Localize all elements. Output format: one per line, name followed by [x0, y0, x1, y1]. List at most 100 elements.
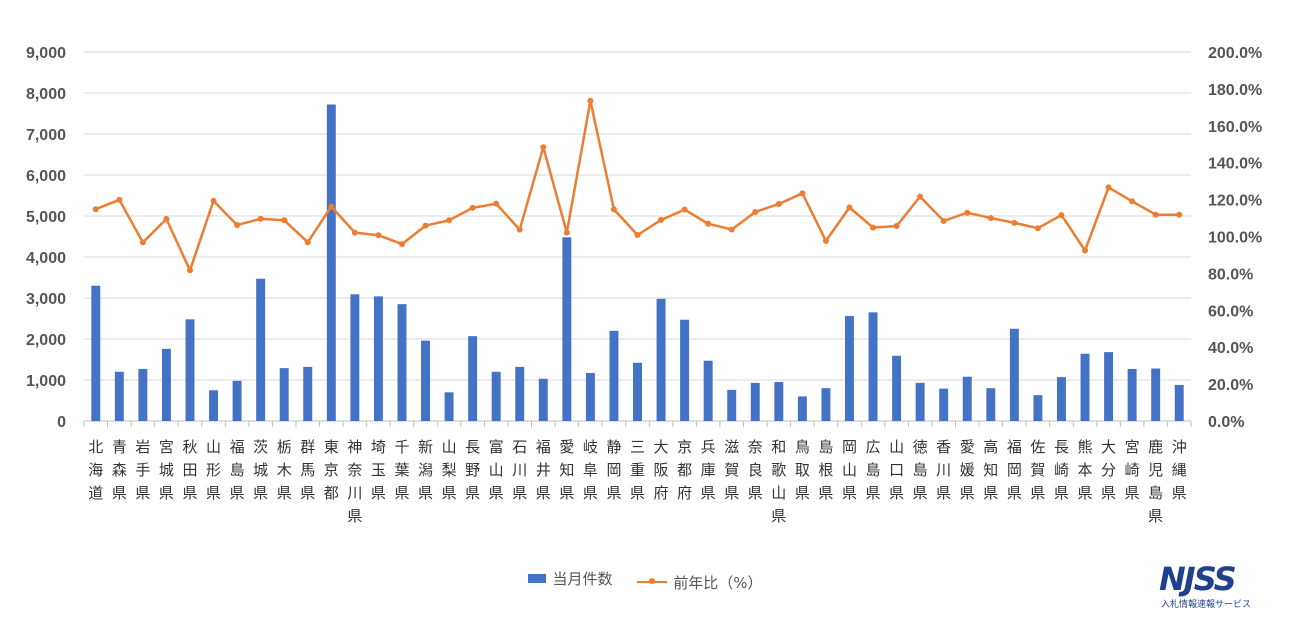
category-label: 佐賀県	[1030, 438, 1045, 502]
bar	[326, 104, 336, 421]
bar	[797, 396, 807, 421]
category-label: 大阪府	[654, 438, 669, 502]
category-label: 福島県	[230, 438, 245, 502]
left-axis: 0 1,000 2,000 3,000 4,000 5,000 6,000 7,000 8,00…	[26, 45, 66, 431]
line-point	[1152, 211, 1159, 218]
bar	[703, 360, 713, 421]
bar	[185, 319, 195, 421]
bar-series	[91, 104, 1184, 421]
bar	[468, 336, 478, 421]
category-axis: 北海道青森県岩手県宮城県秋田県山形県福島県茨城県栃木県群馬県東京都神奈川県埼玉県…	[83, 421, 1192, 525]
line-point	[281, 217, 288, 224]
category-label: 東京都	[324, 438, 339, 502]
line-point	[1034, 225, 1041, 232]
right-tick-label: 60.0%	[1208, 303, 1253, 320]
category-label: 宮崎県	[1125, 438, 1140, 502]
category-label: 長野県	[465, 438, 480, 502]
line-point	[116, 196, 123, 203]
bar	[562, 237, 572, 421]
category-label: 奈良県	[748, 438, 763, 502]
line-point	[658, 216, 665, 223]
right-tick-label: 180.0%	[1208, 82, 1262, 99]
bar	[209, 390, 219, 421]
line-point	[1129, 198, 1136, 205]
line-point	[446, 217, 453, 224]
line-point	[610, 206, 617, 213]
category-label: 山梨県	[442, 438, 457, 502]
line-point	[799, 190, 806, 197]
category-label: 高知県	[983, 438, 998, 502]
bar	[656, 298, 666, 421]
line-point	[234, 222, 241, 229]
bar	[444, 392, 454, 421]
right-tick-label: 100.0%	[1208, 230, 1262, 247]
bar	[114, 371, 124, 421]
category-label: 京都府	[677, 438, 692, 502]
category-label: 栃木県	[277, 438, 292, 502]
line-point	[422, 222, 429, 229]
legend-line-label: 前年比（%）	[673, 573, 763, 592]
line-point	[752, 208, 759, 215]
bar	[538, 378, 548, 421]
left-tick-label: 1,000	[26, 373, 66, 390]
line-point	[822, 237, 829, 244]
category-label: 岐阜県	[583, 438, 598, 502]
bar	[986, 388, 996, 421]
left-tick-label: 3,000	[26, 291, 66, 308]
bar	[515, 366, 525, 421]
bar	[491, 371, 501, 421]
right-tick-label: 40.0%	[1208, 340, 1253, 357]
bar	[1056, 377, 1066, 421]
category-label: 静岡県	[606, 438, 621, 502]
category-label: 茨城県	[253, 438, 268, 502]
line-point	[681, 206, 688, 213]
category-label: 島根県	[818, 438, 833, 502]
line-point	[304, 239, 311, 246]
bar	[609, 330, 619, 421]
category-label: 北海道	[88, 438, 103, 502]
line-point	[1011, 219, 1018, 226]
category-label: 香川県	[936, 438, 951, 502]
category-label: 山形県	[206, 438, 221, 502]
left-tick-label: 8,000	[26, 86, 66, 103]
left-tick-label: 5,000	[26, 209, 66, 226]
right-tick-label: 120.0%	[1208, 193, 1262, 210]
category-label: 熊本県	[1078, 438, 1093, 502]
line-point	[634, 232, 641, 239]
right-tick-label: 140.0%	[1208, 156, 1262, 173]
line-point	[587, 97, 594, 104]
category-label: 鳥取県	[795, 438, 810, 502]
right-tick-label: 0.0%	[1208, 414, 1244, 431]
category-label: 山口県	[889, 438, 904, 502]
line-point	[493, 200, 500, 207]
category-label: 新潟県	[418, 438, 433, 502]
category-label: 広島県	[866, 438, 881, 502]
right-axis: 0.0% 20.0% 40.0% 60.0% 80.0% 100.0% 120.0% 140.…	[1208, 45, 1262, 431]
category-label: 愛知県	[559, 438, 574, 502]
category-label: 神奈川県	[347, 438, 362, 525]
bar	[821, 388, 831, 421]
bar	[845, 316, 854, 421]
category-label: 鹿児島県	[1148, 438, 1163, 525]
right-tick-label: 200.0%	[1208, 45, 1262, 62]
category-label: 秋田県	[182, 438, 197, 502]
category-label: 沖縄県	[1172, 438, 1187, 502]
line-point	[516, 226, 523, 233]
legend-bar-label: 当月件数	[552, 570, 613, 588]
bar	[892, 355, 902, 421]
bar	[161, 348, 171, 421]
category-label: 長崎県	[1054, 438, 1069, 502]
bar	[1127, 368, 1137, 421]
bar	[868, 312, 878, 421]
category-label: 福井県	[536, 438, 551, 502]
njss-logo: NJSS 入札情報速報サービス	[1155, 561, 1265, 613]
category-label: 福岡県	[1007, 438, 1022, 502]
line-point	[351, 229, 358, 236]
category-label: 徳島県	[913, 438, 928, 502]
bar	[256, 278, 266, 421]
line-point	[540, 144, 547, 151]
category-label: 富山県	[489, 438, 504, 502]
line-point	[846, 204, 853, 211]
bar	[633, 362, 642, 421]
line-point	[964, 209, 971, 216]
